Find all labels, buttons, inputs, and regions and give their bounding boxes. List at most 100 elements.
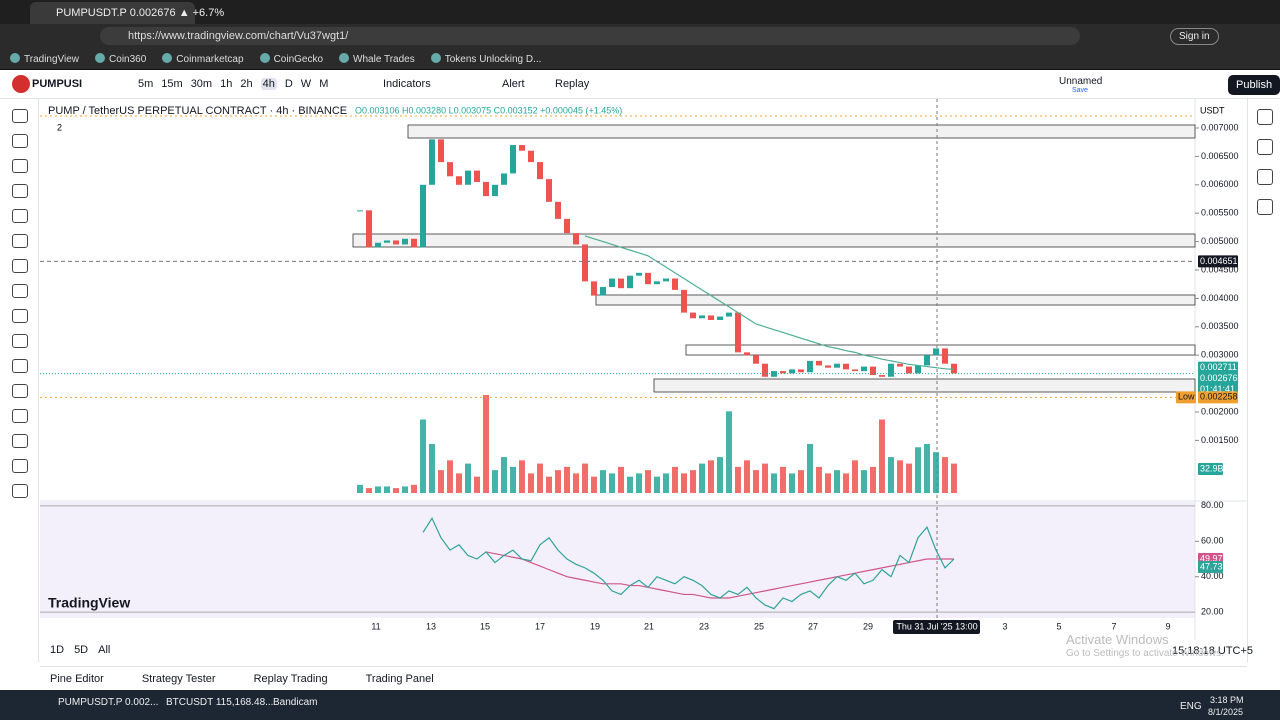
tool-icon[interactable] bbox=[12, 109, 28, 123]
volume-bar bbox=[942, 457, 948, 493]
bookmark[interactable]: Coinmarketcap bbox=[162, 53, 243, 65]
panel-tab[interactable]: Strategy Tester bbox=[141, 672, 216, 685]
tool-icon[interactable] bbox=[12, 309, 28, 323]
zone bbox=[595, 294, 1196, 306]
replay-button[interactable]: Replay bbox=[555, 78, 590, 90]
candle bbox=[429, 139, 435, 185]
candle bbox=[537, 162, 543, 180]
publish-button[interactable]: Publish bbox=[1228, 75, 1280, 95]
interval-button[interactable]: 2h bbox=[240, 78, 253, 90]
tool-icon[interactable] bbox=[12, 134, 28, 148]
taskbar-app[interactable]: BTCUSDT 115,168.48... bbox=[166, 697, 274, 708]
volume-bar bbox=[609, 473, 615, 493]
sidebar-icon[interactable] bbox=[1257, 109, 1273, 125]
currency[interactable]: USDT bbox=[1200, 105, 1225, 115]
candle bbox=[402, 238, 408, 245]
volume-bar bbox=[474, 476, 480, 493]
volume-bar bbox=[924, 444, 930, 493]
tool-icon[interactable] bbox=[12, 184, 28, 198]
sidebar-icon[interactable] bbox=[1257, 199, 1273, 215]
range-button[interactable]: 5D bbox=[74, 644, 89, 656]
volume-bar bbox=[555, 470, 561, 493]
bookmark[interactable]: TradingView bbox=[10, 53, 79, 65]
url-field[interactable]: https://www.tradingview.com/chart/Vu37wg… bbox=[100, 27, 1080, 45]
bookmark[interactable]: Coin360 bbox=[95, 53, 146, 65]
tool-icon[interactable] bbox=[12, 434, 28, 448]
low-price-label: 0.002258 bbox=[1200, 392, 1238, 402]
tool-icon[interactable] bbox=[12, 284, 28, 298]
candle bbox=[609, 278, 615, 288]
time-label: 21 bbox=[644, 621, 654, 631]
rsi-tick-label: 60.00 bbox=[1201, 536, 1224, 546]
tool-icon[interactable] bbox=[12, 384, 28, 398]
date[interactable]: 8/1/2025 bbox=[1208, 707, 1244, 717]
tool-icon[interactable] bbox=[12, 359, 28, 373]
panel-tab[interactable]: Trading Panel bbox=[365, 672, 434, 685]
volume-bar bbox=[645, 470, 651, 493]
sidebar-icon[interactable] bbox=[1257, 169, 1273, 185]
candle bbox=[825, 365, 831, 368]
volume-bar bbox=[384, 486, 390, 493]
candle bbox=[861, 366, 867, 372]
volume-bar bbox=[825, 473, 831, 493]
interval-button[interactable]: D bbox=[284, 78, 293, 90]
range-button[interactable]: All bbox=[98, 644, 111, 656]
price-tick-label: 0.006000 bbox=[1201, 179, 1239, 189]
time-label: 27 bbox=[808, 621, 818, 631]
bookmark[interactable]: CoinGecko bbox=[260, 53, 323, 65]
sign-in-button[interactable]: Sign in bbox=[1170, 28, 1219, 45]
candle bbox=[411, 238, 417, 248]
bookmark[interactable]: Whale Trades bbox=[339, 53, 415, 65]
save-button[interactable]: Save bbox=[1072, 87, 1088, 94]
indicators-button[interactable]: Indicators bbox=[383, 78, 431, 90]
range-button[interactable]: 1D bbox=[50, 644, 65, 656]
interval-button[interactable]: 5m bbox=[138, 78, 154, 90]
interval-button[interactable]: 15m bbox=[161, 78, 183, 90]
panel-tab[interactable]: Pine Editor bbox=[50, 672, 104, 685]
legend-title: PUMP / TetherUS PERPETUAL CONTRACT · 4h … bbox=[48, 105, 347, 117]
bookmark[interactable]: Tokens Unlocking D... bbox=[431, 53, 542, 65]
bookmarks-bar: TradingView Coin360 Coinmarketcap CoinGecko… bbox=[0, 48, 1280, 70]
tool-icon[interactable] bbox=[12, 234, 28, 248]
candle bbox=[915, 365, 921, 374]
volume-bar bbox=[762, 463, 768, 493]
alert-button[interactable]: Alert bbox=[502, 78, 525, 90]
layout-name[interactable]: Unnamed bbox=[1059, 76, 1103, 87]
taskbar-app[interactable]: PUMPUSDT.P 0.002... bbox=[58, 697, 159, 708]
taskbar-app[interactable]: Bandicam bbox=[273, 697, 318, 708]
interval-button[interactable]: M bbox=[319, 78, 329, 90]
browser-tab[interactable]: PUMPUSDT.P 0.002676 ▲ +6.7% bbox=[30, 2, 224, 24]
tool-icon[interactable] bbox=[12, 209, 28, 223]
symbol-search[interactable]: PUMPUSI bbox=[32, 78, 83, 90]
interval-button[interactable]: 30m bbox=[190, 78, 213, 90]
tool-icon[interactable] bbox=[12, 259, 28, 273]
candle bbox=[375, 242, 381, 248]
chart: TradingView PUMP / TetherUS PERPETUAL CO… bbox=[40, 99, 1247, 640]
volume-bar bbox=[897, 460, 903, 493]
avatar[interactable] bbox=[12, 75, 30, 93]
panel-tab[interactable]: Replay Trading bbox=[253, 672, 328, 685]
volume-label: 32.9B bbox=[1200, 463, 1224, 473]
sidebar-icon[interactable] bbox=[1257, 139, 1273, 155]
tool-icon[interactable] bbox=[12, 159, 28, 173]
tool-icon[interactable] bbox=[12, 459, 28, 473]
interval-button[interactable]: W bbox=[300, 78, 312, 90]
candle bbox=[366, 210, 372, 248]
volume-bar bbox=[366, 488, 372, 493]
interval-button[interactable]: 1h bbox=[220, 78, 233, 90]
zone bbox=[407, 124, 1196, 139]
chart-toolbar bbox=[0, 71, 1280, 99]
time-label: 3 bbox=[1002, 621, 1007, 631]
tool-icon[interactable] bbox=[12, 484, 28, 498]
last-price-label: 0.002676 bbox=[1200, 373, 1238, 383]
tool-icon[interactable] bbox=[12, 334, 28, 348]
interval-button[interactable]: 4h bbox=[260, 78, 277, 90]
language[interactable]: ENG bbox=[1180, 701, 1202, 712]
volume-bar bbox=[429, 444, 435, 493]
volume-bar bbox=[915, 447, 921, 493]
tab-strip bbox=[0, 0, 1280, 24]
time[interactable]: 3:18 PM bbox=[1210, 695, 1244, 705]
indicator-count[interactable]: 2 bbox=[57, 122, 62, 132]
rsi-value-label-bg bbox=[1198, 561, 1223, 574]
tool-icon[interactable] bbox=[12, 409, 28, 423]
